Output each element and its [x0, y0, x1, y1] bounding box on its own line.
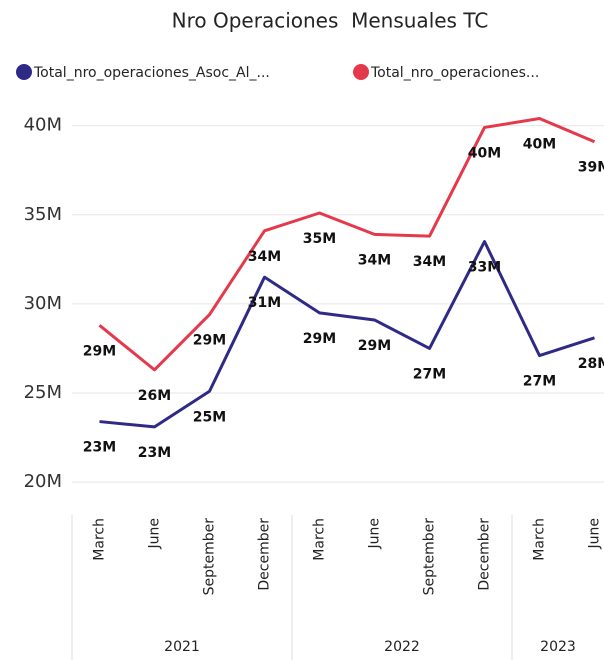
year-label: 2022	[384, 639, 420, 655]
x-tick-label: June	[587, 518, 603, 550]
data-label: 40M	[523, 137, 556, 153]
legend-label: Total_nro_operaciones...	[370, 65, 539, 81]
data-label: 27M	[523, 374, 556, 390]
data-label: 28M	[578, 356, 604, 372]
data-label: 34M	[248, 249, 281, 265]
data-label: 25M	[193, 409, 226, 425]
x-tick-label: March	[532, 518, 548, 561]
x-tick-label: June	[147, 518, 163, 550]
x-tick-label: December	[257, 518, 273, 591]
data-label: 23M	[138, 445, 171, 461]
x-tick-label: March	[312, 518, 328, 561]
data-label: 35M	[303, 231, 336, 247]
series-line	[99, 240, 595, 429]
data-label: 27M	[413, 366, 446, 382]
data-label: 26M	[138, 388, 171, 404]
chart-title: Nro Operaciones Mensuales TC	[172, 9, 489, 33]
x-tick-label: March	[92, 518, 108, 561]
data-label: 29M	[83, 343, 116, 359]
data-label: 31M	[248, 295, 281, 311]
data-label: 34M	[413, 254, 446, 270]
legend-marker	[16, 64, 32, 80]
y-tick-label: 20M	[24, 471, 62, 492]
x-tick-label: June	[367, 518, 383, 550]
data-label: 40M	[468, 145, 501, 161]
year-label: 2021	[164, 639, 200, 655]
x-tick-label: September	[422, 518, 438, 596]
year-label: 2023	[540, 639, 576, 655]
x-tick-label: September	[202, 518, 218, 596]
y-tick-label: 40M	[24, 115, 62, 136]
data-label: 29M	[358, 338, 391, 354]
data-label: 34M	[358, 252, 391, 268]
data-label: 23M	[83, 440, 116, 456]
legend-label: Total_nro_operaciones_Asoc_Al_...	[33, 65, 270, 81]
series-line	[98, 117, 596, 372]
x-tick-label: December	[477, 518, 493, 591]
data-label: 29M	[193, 333, 226, 349]
data-label: 33M	[468, 260, 501, 276]
data-label: 29M	[303, 331, 336, 347]
y-tick-label: 25M	[24, 382, 62, 403]
legend-marker	[353, 64, 369, 80]
y-tick-label: 35M	[24, 204, 62, 225]
data-label: 39M	[578, 160, 604, 176]
y-tick-label: 30M	[24, 293, 62, 314]
